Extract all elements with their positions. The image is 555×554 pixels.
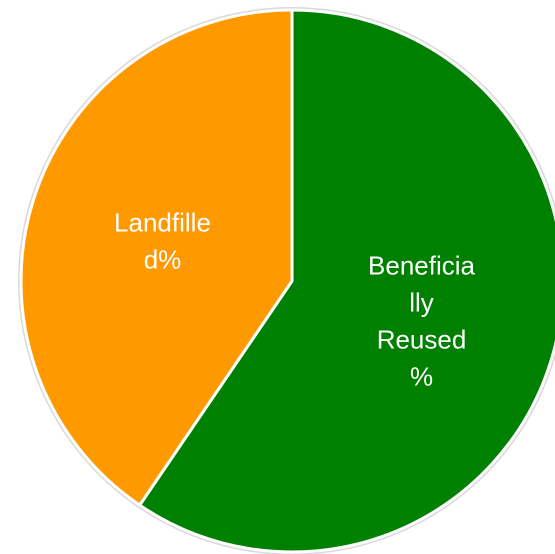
pie-slices — [19, 8, 555, 554]
pie-slice-landfilled — [19, 8, 294, 507]
data-label-line: % — [410, 361, 433, 391]
data-label-line: Beneficia — [368, 250, 475, 280]
data-label-landfilled: Landfille d% — [114, 208, 211, 275]
data-label-line: d% — [144, 245, 182, 275]
pie-outline — [18, 7, 555, 554]
pie-slice-beneficially-reused — [138, 8, 555, 554]
data-label-line: Reused — [377, 324, 467, 354]
pie-labels: Beneficia lly Reused % Landfille d% — [114, 208, 475, 392]
data-label-line: lly — [409, 287, 434, 317]
data-label-beneficially-reused: Beneficia lly Reused% — [368, 250, 475, 391]
data-label-line: Landfille — [114, 208, 211, 238]
